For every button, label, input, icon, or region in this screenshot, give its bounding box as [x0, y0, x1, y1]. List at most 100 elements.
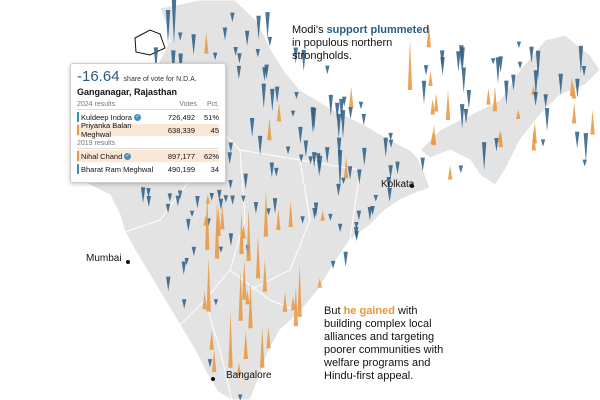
- decline-arrow: [261, 83, 266, 109]
- decline-arrow: [253, 201, 259, 214]
- decline-arrow: [165, 10, 171, 44]
- gain-arrow: [317, 278, 322, 288]
- decline-arrow: [420, 157, 425, 172]
- constituency-tooltip: -16.64 share of vote for N.D.A. Ganganag…: [70, 63, 226, 183]
- decline-arrow: [177, 190, 183, 200]
- decline-arrow: [269, 162, 275, 178]
- decline-arrow: [255, 48, 261, 58]
- gain-arrow: [276, 102, 282, 122]
- decline-arrow: [228, 233, 234, 247]
- gain-arrow: [290, 296, 296, 311]
- decline-arrow: [207, 359, 213, 368]
- gain-arrow: [267, 117, 272, 141]
- decline-arrow: [230, 195, 235, 206]
- decline-arrow: [212, 52, 218, 60]
- decline-arrow: [290, 110, 296, 117]
- city-label-mumbai: Mumbai: [86, 253, 122, 264]
- decline-arrow: [237, 53, 242, 64]
- gain-arrow: [239, 213, 244, 255]
- decline-arrow: [230, 12, 235, 23]
- gain-arrow: [486, 88, 491, 105]
- decline-arrow: [222, 27, 228, 41]
- decline-arrow: [582, 159, 587, 167]
- decline-arrow: [262, 67, 267, 82]
- gain-arrow: [426, 23, 432, 48]
- gain-arrow: [211, 349, 217, 373]
- section-title: 2019 results: [77, 140, 116, 147]
- decline-arrow: [228, 142, 234, 153]
- decline-arrow: [274, 86, 280, 103]
- decline-arrow: [516, 41, 522, 48]
- decline-arrow: [191, 246, 197, 257]
- decline-arrow: [388, 139, 394, 148]
- decline-arrow: [533, 92, 538, 107]
- annotation-text: alliances and targeting: [324, 331, 435, 343]
- decline-arrow: [294, 92, 299, 99]
- gain-arrow: [569, 77, 575, 97]
- candidate-pct: 51%: [203, 112, 219, 122]
- decline-arrow: [337, 223, 343, 233]
- decline-arrow: [354, 222, 359, 230]
- decline-arrow: [543, 94, 548, 108]
- decline-arrow: [386, 177, 391, 193]
- candidate-votes: 726,492: [167, 112, 195, 122]
- winner-check-icon: ✓: [124, 153, 132, 161]
- winner-check-icon: ✓: [133, 114, 141, 122]
- decline-arrow: [511, 74, 516, 91]
- party-color-bar: [77, 125, 79, 135]
- decline-arrow: [181, 299, 187, 309]
- decline-arrow: [330, 260, 336, 269]
- tooltip-section-2019: 2019 results: [77, 140, 219, 149]
- decline-arrow: [184, 258, 189, 266]
- decline-arrow: [340, 110, 346, 139]
- gain-arrow: [214, 201, 220, 259]
- decline-arrow: [311, 152, 317, 168]
- party-color-bar: [77, 164, 79, 174]
- decline-arrow: [388, 132, 393, 141]
- decline-arrow: [257, 135, 263, 156]
- decline-arrow: [189, 210, 195, 218]
- decline-arrow: [461, 67, 466, 94]
- annotation-text: But: [324, 305, 344, 317]
- decline-arrow: [153, 47, 159, 72]
- gain-arrow: [498, 130, 504, 148]
- tooltip-vote-shift: -16.64: [77, 68, 120, 85]
- city-label-text: Mumbai: [86, 253, 122, 264]
- decline-arrow: [356, 210, 362, 221]
- decline-arrow: [354, 231, 359, 242]
- decline-arrow: [540, 139, 546, 147]
- decline-arrow: [494, 138, 499, 152]
- decline-arrow: [146, 187, 151, 198]
- decline-arrow: [299, 154, 304, 163]
- city-label-text: Kolkata: [381, 179, 415, 190]
- decline-arrow: [218, 198, 224, 210]
- city-dot-mumbai: [126, 260, 130, 264]
- decline-arrow: [293, 47, 298, 64]
- gain-arrow: [343, 157, 349, 179]
- decline-arrow: [218, 246, 224, 253]
- section-title: 2024 results: [77, 101, 116, 108]
- decline-arrow: [171, 0, 177, 44]
- annotation-north: Modi's support plummeted in populous nor…: [292, 24, 442, 63]
- party-color-bar: [77, 151, 79, 161]
- city-dot-kolkata: [410, 184, 414, 188]
- decline-arrow: [209, 193, 214, 201]
- candidate-votes: 490,199: [167, 164, 195, 174]
- decline-arrow: [387, 187, 392, 202]
- decline-arrow: [460, 47, 465, 72]
- gain-arrow: [276, 209, 281, 230]
- decline-arrow: [490, 58, 496, 65]
- decline-arrow: [167, 193, 173, 202]
- decline-arrow: [395, 161, 400, 175]
- decline-arrow: [140, 187, 146, 203]
- gain-arrow: [297, 264, 302, 317]
- gain-arrow: [263, 190, 269, 237]
- decline-arrow: [228, 179, 233, 190]
- decline-arrow: [270, 88, 275, 112]
- decline-arrow: [578, 45, 584, 74]
- column-votes: Votes: [179, 101, 197, 108]
- decline-arrow: [388, 165, 393, 180]
- decline-arrow: [495, 57, 501, 84]
- decline-arrow: [217, 189, 222, 201]
- candidate-name: Nihal Chand: [81, 151, 123, 161]
